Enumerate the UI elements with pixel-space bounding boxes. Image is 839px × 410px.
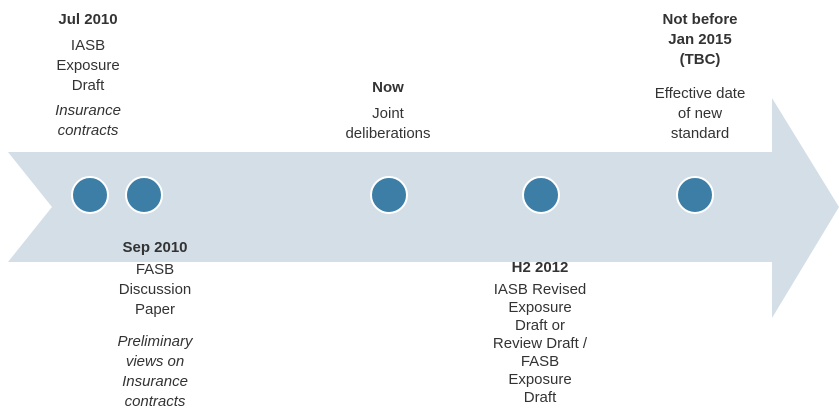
event-description: Discussion (119, 281, 192, 298)
event-description: FASB (136, 261, 174, 278)
event-description: of new (678, 105, 722, 122)
event-note: views on (126, 353, 184, 370)
event-description: Exposure (56, 57, 119, 74)
event-description: Joint (372, 105, 405, 122)
event-date: (TBC) (680, 51, 721, 68)
event-note: Preliminary (117, 333, 194, 350)
milestone-dot (125, 176, 163, 214)
event-description: Effective date (655, 85, 746, 102)
milestone-dot (522, 176, 560, 214)
event-description: IASB Revised (494, 281, 587, 298)
event-description: Draft or (515, 317, 565, 334)
event-description: standard (671, 125, 729, 142)
milestone-dot (676, 176, 714, 214)
event-description: FASB (521, 353, 559, 370)
timeline-arrow (8, 98, 839, 318)
event-description: IASB (71, 37, 105, 54)
event-date: Jul 2010 (58, 11, 117, 28)
event-description: Draft (524, 389, 557, 406)
milestone-dot (71, 176, 109, 214)
event-description: Exposure (508, 371, 571, 388)
event-note: contracts (125, 393, 186, 410)
event-note: Insurance (55, 102, 121, 119)
milestone-dot (370, 176, 408, 214)
event-date: Now (372, 79, 404, 96)
event-date: Not before (663, 11, 738, 28)
event-description: Review Draft / (493, 335, 588, 352)
event-date: Sep 2010 (122, 239, 187, 256)
event-date: H2 2012 (512, 259, 569, 276)
event-note: contracts (58, 122, 119, 139)
event-description: Paper (135, 301, 175, 318)
event-description: Exposure (508, 299, 571, 316)
event-date: Jan 2015 (668, 31, 731, 48)
event-description: deliberations (345, 125, 430, 142)
event-description: Draft (72, 77, 105, 94)
event-note: Insurance (122, 373, 188, 390)
